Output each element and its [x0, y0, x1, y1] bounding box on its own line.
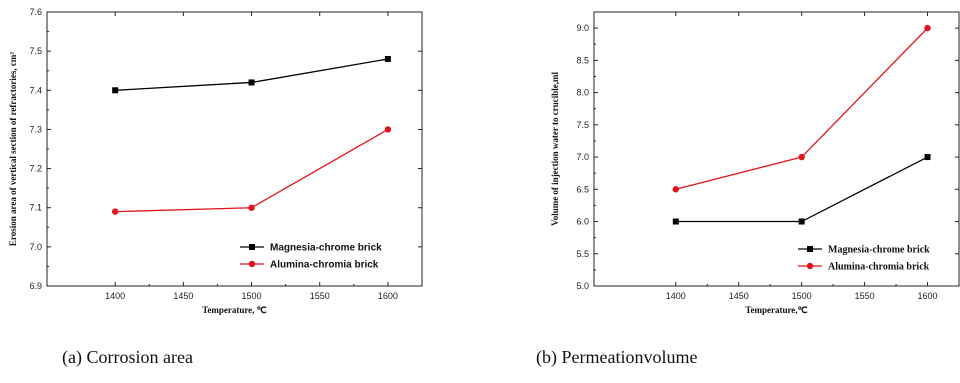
data-point-1-0: [111, 208, 119, 215]
series-line-1: [115, 128, 389, 213]
data-point-0-1: [798, 218, 805, 225]
x-tick-label: 1450: [173, 291, 193, 301]
data-point-1-1: [798, 153, 805, 161]
y-tick-label: 7.1: [29, 203, 42, 213]
x-axis-label: Temperature,℃: [745, 305, 807, 315]
caption-a: (a) Corrosion area: [62, 347, 193, 367]
data-point-1-2: [924, 24, 931, 32]
y-tick-label: 5.0: [576, 281, 589, 291]
chart-panel-a: 1400 1450 1500 1550 1600 6.9 7.0 7.1 7.2 7.3 7.4 7.…: [0, 0, 470, 330]
x-tick-label: 1600: [378, 291, 398, 301]
x-tick-label: 1600: [918, 291, 938, 301]
x-tick-label: 1400: [666, 291, 686, 301]
series-line-0: [675, 156, 928, 223]
x-tick-label: 1550: [310, 291, 330, 301]
chart-a: 1400 1450 1500 1550 1600 6.9 7.0 7.1 7.2 7.3 7.4 7.…: [8, 7, 423, 315]
y-tick-label: 7.6: [29, 7, 42, 17]
data-point-0-0: [672, 218, 679, 225]
x-axis-label: Temperature, ℃: [202, 305, 267, 315]
y-tick-label: 6.0: [576, 217, 589, 227]
legend-marker-0: [249, 244, 255, 250]
chart-b: 1400 1450 1500 1550 1600 5.0 5.5 6.0 6.5 7.0 7.5 8.…: [550, 11, 960, 315]
x-tick-label: 1500: [792, 291, 812, 301]
y-tick-label: 8.5: [576, 55, 589, 65]
data-point-0-2: [384, 55, 391, 62]
y-tick-label: 7.2: [29, 164, 42, 174]
legend-marker-0: [807, 246, 813, 252]
legend-label-1: Alumina-chromia brick: [828, 262, 930, 273]
y-tick-label: 8.0: [576, 88, 589, 98]
y-tick-label: 7.0: [29, 242, 42, 252]
data-point-0-2: [924, 154, 931, 161]
y-tick-label: 9.0: [576, 23, 589, 33]
x-tick-label: 1550: [855, 291, 875, 301]
series-line-0: [115, 58, 389, 91]
y-tick-label: 7.3: [29, 124, 42, 134]
data-point-1-0: [672, 186, 680, 193]
series-line-1: [675, 27, 928, 190]
y-tick-label: 6.9: [29, 281, 42, 291]
y-tick-label: 7.5: [29, 46, 42, 56]
y-axis-label: Volume of injection water to crucible,ml: [550, 72, 560, 226]
x-tick-label: 1500: [242, 291, 262, 301]
y-tick-label: 6.5: [576, 184, 589, 194]
y-tick-label: 7.0: [576, 152, 589, 162]
y-tick-label: 7.4: [29, 85, 42, 95]
legend-label-0: Magnesia-chrome brick: [270, 243, 382, 254]
x-tick-label: 1400: [105, 291, 125, 301]
legend-marker-1: [806, 262, 814, 270]
legend-label-0: Magnesia-chrome brick: [828, 245, 930, 256]
caption-b: (b) Permeationvolume: [536, 347, 698, 367]
legend-marker-1: [248, 260, 256, 268]
y-tick-label: 7.5: [576, 120, 589, 130]
data-point-1-2: [384, 126, 392, 133]
data-point-0-1: [248, 79, 255, 86]
y-axis-label: Erosion area of vertical section of refr…: [8, 52, 18, 246]
data-point-0-0: [112, 87, 119, 94]
legend-label-1: Alumina-chromia brick: [270, 260, 379, 271]
data-point-1-1: [248, 204, 255, 211]
plot-frame: [593, 11, 960, 287]
chart-panel-b: 1400 1450 1500 1550 1600 5.0 5.5 6.0 6.5 7.0 7.5 8.…: [540, 0, 960, 330]
x-tick-label: 1450: [729, 291, 749, 301]
y-tick-label: 5.5: [576, 249, 589, 259]
